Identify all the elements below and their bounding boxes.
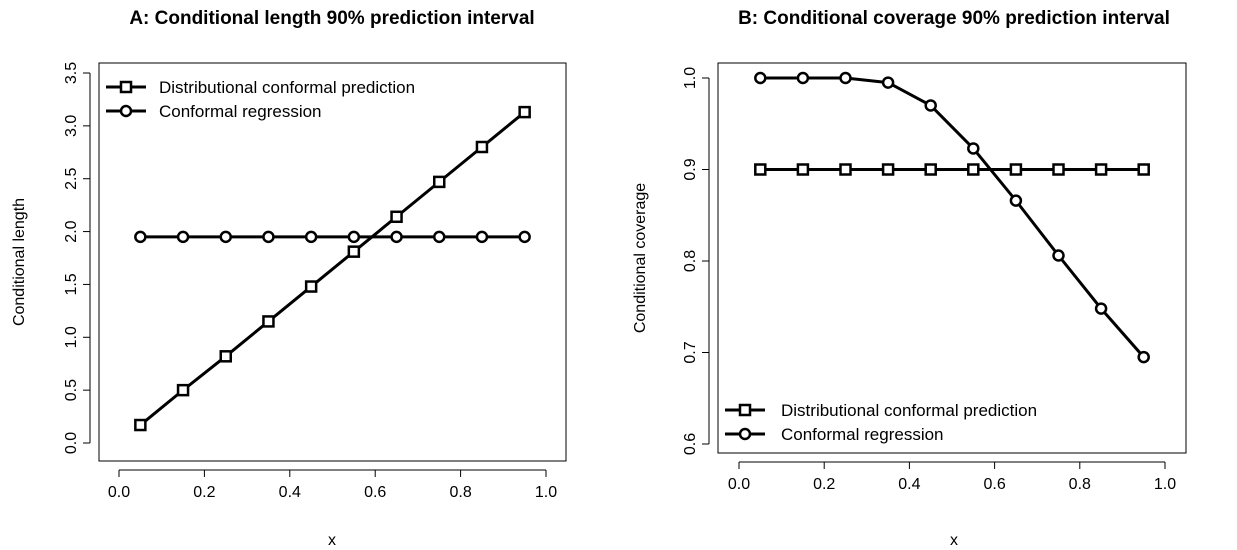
panel-b-point-circle <box>1094 302 1108 315</box>
panel-a-x-tick-label: 0.0 <box>108 484 130 501</box>
panel-b-point-square <box>1052 163 1065 176</box>
panel-a-plot-box <box>98 62 567 462</box>
panel-b-point-square <box>881 163 895 176</box>
panel-b-point-circle <box>839 71 852 85</box>
panel-b-point-circle <box>796 71 810 85</box>
panel-b-point-square <box>1009 163 1023 176</box>
panel-b-y-tick-label: 0.6 <box>682 433 699 455</box>
panel-b-x-tick-label: 0.2 <box>813 476 835 493</box>
panel-a-point-circle <box>176 230 190 244</box>
panel-b-y-tick-label: 0.8 <box>682 250 699 272</box>
panel-b: B: Conditional coverage 90% prediction i… <box>632 8 1187 549</box>
panel-b-y-axis-label: Conditional coverage <box>632 183 649 333</box>
panel-a-point-square <box>433 175 446 189</box>
panel-a-y-tick-label: 2.0 <box>63 220 80 242</box>
panel-b-x-ticks: 0.0 0.2 0.4 0.6 0.8 1.0 <box>728 461 1176 493</box>
panel-a-point-circle <box>433 230 446 244</box>
panel-a-point-circle <box>518 230 531 244</box>
panel-a-series <box>134 105 531 432</box>
panel-a-y-tick-label: 3.5 <box>63 62 80 84</box>
panel-a-y-tick-label: 0.0 <box>63 432 80 454</box>
panel-b-plot-box <box>717 62 1187 454</box>
panel-b-point-circle <box>881 76 895 89</box>
panel-a-point-circle <box>134 230 147 244</box>
panel-a-point-square <box>176 383 190 397</box>
panel-b-legend-label-0: Distributional conformal prediction <box>781 401 1037 420</box>
panel-a-y-tick-label: 0.5 <box>63 379 80 401</box>
panel-a-y-tick-label: 3.0 <box>63 115 80 137</box>
panel-a-y-tick-label: 1.5 <box>63 273 80 295</box>
panel-a-title: A: Conditional length 90% prediction int… <box>129 8 534 29</box>
panel-b-point-circle <box>1009 194 1023 207</box>
panel-b-x-tick-label: 0.0 <box>728 476 750 493</box>
panel-a-point-square <box>134 418 147 432</box>
panel-b-x-tick-label: 0.8 <box>1069 476 1091 493</box>
panel-b-point-square <box>796 163 810 176</box>
panel-a-legend-marker-circle <box>119 104 133 118</box>
panel-a-y-ticks: 0.0 0.5 1.0 1.5 2.0 2.5 3.0 3.5 <box>63 62 91 454</box>
panel-a-x-tick-label: 0.4 <box>279 484 301 501</box>
panel-a-point-square <box>347 245 361 258</box>
panel-b-point-circle <box>1137 350 1150 364</box>
panel-b-point-circle <box>754 71 767 85</box>
panel-b-x-tick-label: 0.4 <box>898 476 920 493</box>
panel-b-point-circle <box>924 99 937 112</box>
panel-a-y-axis-label: Conditional length <box>11 198 28 326</box>
panel-a-point-square <box>475 140 489 154</box>
panel-b-legend-label-1: Conformal regression <box>781 425 944 444</box>
panel-a-x-tick-label: 0.2 <box>193 484 215 501</box>
panel-b-legend-marker-circle <box>738 427 752 441</box>
panel-a-point-square <box>219 350 232 363</box>
panel-b-y-tick-label: 0.9 <box>682 158 699 180</box>
panel-a-point-circle <box>262 230 275 244</box>
panel-b-series-line-conformal-regression <box>760 76 1145 359</box>
panel-a-x-tick-label: 0.8 <box>449 484 471 501</box>
panel-a-legend-marker-square <box>119 80 133 94</box>
panel-a-series-line-distributional <box>139 110 526 427</box>
panel-a-legend-label-1: Conformal regression <box>159 102 322 121</box>
panel-b-point-square <box>967 163 980 176</box>
panel-a-point-square <box>262 315 275 328</box>
panel-b-y-tick-label: 1.0 <box>682 67 699 89</box>
panel-a-point-circle <box>475 230 489 244</box>
panel-b-point-circle <box>1052 249 1065 262</box>
panel-a-point-square <box>304 280 318 293</box>
panel-a-y-tick-label: 2.5 <box>63 167 80 189</box>
panel-a-point-circle <box>390 230 403 244</box>
panel-b-legend: Distributional conformal prediction Conf… <box>725 401 1037 444</box>
panel-a-point-square <box>390 210 403 224</box>
panel-a-point-circle <box>219 230 232 244</box>
panel-b-x-axis-label: x <box>950 532 958 549</box>
panel-b-point-square <box>839 163 852 176</box>
panel-a-x-tick-label: 1.0 <box>535 484 557 501</box>
panel-a-legend-label-0: Distributional conformal prediction <box>159 78 415 97</box>
panel-b-y-tick-label: 0.7 <box>682 341 699 363</box>
panel-b-point-circle <box>967 142 980 155</box>
panel-a-legend: Distributional conformal prediction Conf… <box>106 78 415 121</box>
panel-b-point-square <box>1094 163 1108 176</box>
panel-a: A: Conditional length 90% prediction int… <box>11 8 567 549</box>
panel-b-legend-marker-square <box>738 403 752 417</box>
panel-b-title: B: Conditional coverage 90% prediction i… <box>738 8 1170 29</box>
panel-a-point-circle <box>347 230 361 244</box>
panel-b-series <box>754 71 1150 364</box>
panel-a-point-circle <box>304 230 318 244</box>
panel-b-x-tick-label: 0.6 <box>983 476 1005 493</box>
panel-a-x-tick-label: 0.6 <box>364 484 386 501</box>
panel-a-x-ticks: 0.0 0.2 0.4 0.6 0.8 1.0 <box>108 469 557 501</box>
panel-b-point-square <box>924 163 937 176</box>
panel-a-y-tick-label: 1.0 <box>63 326 80 348</box>
panel-b-point-square <box>1137 163 1150 176</box>
panel-b-point-square <box>754 163 767 176</box>
panel-a-point-square <box>518 105 531 119</box>
panel-b-x-tick-label: 1.0 <box>1154 476 1176 493</box>
panel-a-x-axis-label: x <box>328 532 336 549</box>
panel-b-y-ticks: 0.6 0.7 0.8 0.9 1.0 <box>682 67 710 455</box>
